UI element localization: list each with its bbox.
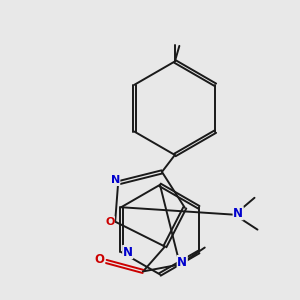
Text: O: O (105, 217, 115, 227)
Text: N: N (233, 207, 243, 220)
Text: O: O (94, 254, 105, 266)
Text: N: N (177, 256, 187, 268)
Text: N: N (123, 245, 133, 259)
Text: N: N (110, 176, 120, 185)
